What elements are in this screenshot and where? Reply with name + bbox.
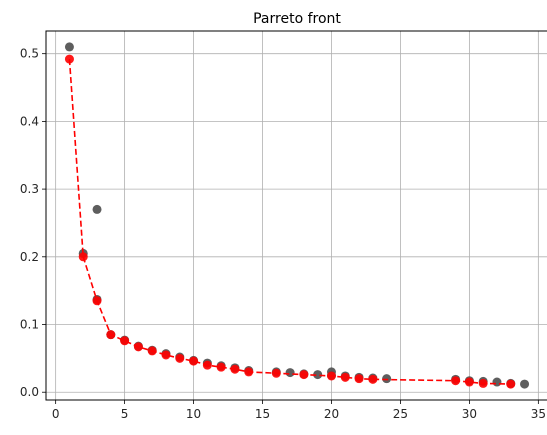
pareto-point — [354, 374, 364, 384]
candidate-point — [492, 377, 502, 387]
y-axis-ticks: 0.0 0.1 0.2 0.3 0.4 0.5 — [20, 47, 46, 399]
candidate-point — [520, 379, 530, 389]
pareto-point — [451, 376, 461, 386]
x-tick-label: 15 — [255, 407, 270, 421]
pareto-front-line — [68, 59, 511, 385]
pareto-point — [368, 374, 378, 384]
y-tick-label: 0.3 — [20, 182, 39, 196]
y-tick-label: 0.2 — [20, 250, 39, 264]
y-tick-label: 0.4 — [20, 114, 39, 128]
x-tick-label: 10 — [186, 407, 201, 421]
pareto-point — [464, 377, 474, 387]
x-tick-label: 0 — [52, 407, 60, 421]
x-tick-label: 20 — [324, 407, 339, 421]
pareto-point — [147, 346, 157, 356]
data-series — [64, 42, 530, 389]
pareto-point — [106, 330, 116, 340]
pareto-point — [244, 367, 254, 377]
pareto-point — [216, 362, 226, 372]
y-tick-label: 0.1 — [20, 318, 39, 332]
candidate-point — [92, 204, 102, 214]
x-tick-label: 35 — [531, 407, 546, 421]
pareto-point — [92, 296, 102, 306]
candidate-point — [285, 368, 295, 378]
pareto-point — [175, 353, 185, 363]
plot-frame — [45, 30, 547, 401]
candidate-point — [313, 370, 323, 380]
x-tick-label: 5 — [121, 407, 129, 421]
y-tick-label: 0.5 — [20, 47, 39, 61]
y-tick-label: 0.0 — [20, 385, 39, 399]
pareto-point — [64, 54, 74, 64]
pareto-point — [133, 342, 143, 352]
pareto-point — [271, 368, 281, 378]
candidate-point — [64, 42, 74, 52]
pareto-point — [340, 372, 350, 382]
x-axis-ticks: 0 5 10 15 20 25 30 35 — [52, 400, 546, 421]
x-tick-label: 30 — [462, 407, 477, 421]
pareto-point — [326, 371, 336, 381]
pareto-point — [506, 379, 516, 389]
pareto-point — [230, 364, 240, 374]
pareto-point — [78, 252, 88, 262]
x-tick-label: 25 — [393, 407, 408, 421]
pareto-point — [161, 350, 171, 360]
pareto-point — [120, 336, 130, 346]
pareto-point — [478, 378, 488, 388]
chart-title: Parreto front — [253, 11, 341, 27]
pareto-point — [299, 370, 309, 380]
grid-lines — [46, 31, 547, 400]
pareto-point — [202, 360, 212, 370]
pareto-point — [189, 356, 199, 366]
candidate-point — [382, 374, 392, 384]
